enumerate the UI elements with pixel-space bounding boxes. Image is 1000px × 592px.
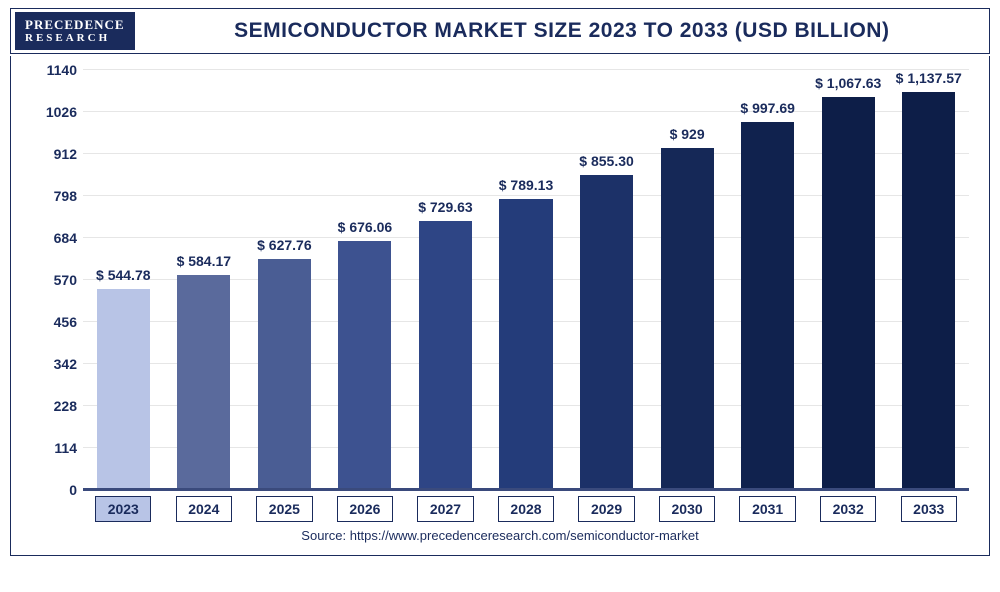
y-tick-label: 342 (54, 356, 77, 372)
x-label-wrap: 2028 (486, 496, 567, 522)
bar-wrap: $ 929 (647, 70, 728, 490)
y-tick-label: 0 (69, 482, 77, 498)
x-label-wrap: 2032 (808, 496, 889, 522)
bar-value-label: $ 584.17 (177, 253, 232, 269)
bar-value-label: $ 929 (670, 126, 705, 142)
source-text: Source: https://www.precedenceresearch.c… (31, 528, 969, 543)
bar (741, 122, 794, 490)
x-label-wrap: 2027 (405, 496, 486, 522)
x-category-label: 2033 (901, 496, 957, 522)
header-bar: PRECEDENCE RESEARCH SEMICONDUCTOR MARKET… (10, 8, 990, 54)
x-label-wrap: 2033 (888, 496, 969, 522)
y-tick-label: 114 (54, 440, 77, 456)
chart-region: 011422834245657068479891210261140 $ 544.… (83, 70, 969, 490)
logo: PRECEDENCE RESEARCH (15, 12, 135, 50)
bar-wrap: $ 1,067.63 (808, 70, 889, 490)
bar-value-label: $ 1,067.63 (815, 75, 881, 91)
bar (580, 175, 633, 490)
x-label-wrap: 2024 (164, 496, 245, 522)
bar-wrap: $ 627.76 (244, 70, 325, 490)
logo-line2: RESEARCH (25, 32, 125, 44)
bar-value-label: $ 855.30 (579, 153, 634, 169)
bar-wrap: $ 1,137.57 (888, 70, 969, 490)
x-label-wrap: 2025 (244, 496, 325, 522)
bar (902, 92, 955, 490)
x-category-label: 2025 (256, 496, 312, 522)
y-tick-label: 912 (54, 146, 77, 162)
x-category-label: 2026 (337, 496, 393, 522)
bar (97, 289, 150, 490)
bar-value-label: $ 676.06 (338, 219, 393, 235)
x-axis: 2023 2024 2025 2026 2027 2028 2029 2030 2031 2032… (83, 496, 969, 522)
x-category-label: 2023 (95, 496, 151, 522)
bar-wrap: $ 584.17 (164, 70, 245, 490)
x-category-label: 2029 (578, 496, 634, 522)
bar (822, 97, 875, 490)
bar-value-label: $ 627.76 (257, 237, 312, 253)
x-label-wrap: 2031 (727, 496, 808, 522)
bars-group: $ 544.78 $ 584.17 $ 627.76 $ 676.06 $ 729.63… (83, 70, 969, 490)
bar-wrap: $ 729.63 (405, 70, 486, 490)
bar-wrap: $ 676.06 (325, 70, 406, 490)
y-tick-label: 570 (54, 272, 77, 288)
x-category-label: 2028 (498, 496, 554, 522)
x-category-label: 2032 (820, 496, 876, 522)
chart-title: SEMICONDUCTOR MARKET SIZE 2023 TO 2033 (… (135, 19, 989, 43)
bar-wrap: $ 855.30 (566, 70, 647, 490)
bar (338, 241, 391, 490)
bar (499, 199, 552, 490)
y-tick-label: 456 (54, 314, 77, 330)
bar-value-label: $ 997.69 (740, 100, 795, 116)
chart-container: PRECEDENCE RESEARCH SEMICONDUCTOR MARKET… (0, 0, 1000, 592)
bar-value-label: $ 544.78 (96, 267, 151, 283)
bar-wrap: $ 789.13 (486, 70, 567, 490)
x-label-wrap: 2030 (647, 496, 728, 522)
bar-value-label: $ 1,137.57 (896, 70, 962, 86)
x-category-label: 2024 (176, 496, 232, 522)
bar (258, 259, 311, 490)
x-label-wrap: 2023 (83, 496, 164, 522)
bar-value-label: $ 789.13 (499, 177, 554, 193)
bar-wrap: $ 997.69 (727, 70, 808, 490)
bar-wrap: $ 544.78 (83, 70, 164, 490)
y-tick-label: 228 (54, 398, 77, 414)
logo-line1: PRECEDENCE (25, 18, 125, 32)
y-tick-label: 684 (54, 230, 77, 246)
x-category-label: 2030 (659, 496, 715, 522)
y-tick-label: 1140 (47, 62, 77, 78)
title-wrap: SEMICONDUCTOR MARKET SIZE 2023 TO 2033 (… (135, 19, 989, 43)
y-tick-label: 1026 (46, 104, 77, 120)
x-category-label: 2027 (417, 496, 473, 522)
bar-value-label: $ 729.63 (418, 199, 473, 215)
bar (419, 221, 472, 490)
x-label-wrap: 2026 (325, 496, 406, 522)
baseline (83, 488, 969, 491)
y-axis: 011422834245657068479891210261140 (31, 70, 83, 490)
x-category-label: 2031 (739, 496, 795, 522)
y-tick-label: 798 (54, 188, 77, 204)
bar (177, 275, 230, 490)
plot-area: 0 114 228 342 456 570 684 798 912 1026 1140 $ 544.… (10, 56, 990, 556)
x-label-wrap: 2029 (566, 496, 647, 522)
bar (661, 148, 714, 490)
